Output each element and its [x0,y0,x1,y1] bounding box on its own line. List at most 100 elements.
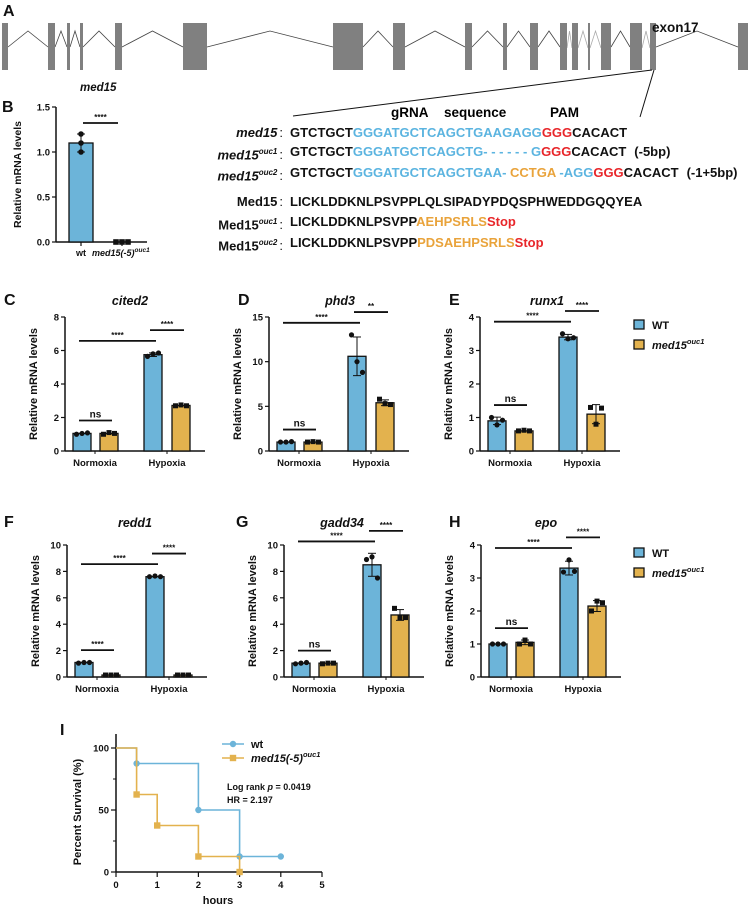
x-tick-label: Normoxia [73,458,118,469]
dna-row: GTCTGCTGGGATGCTCAGCTGAA- CCTGA -AGGGGGCA… [290,165,737,181]
legend-label: WT [652,320,669,332]
data-point [522,637,528,643]
intron-line [577,29,589,49]
sequence-segment: GTCTGCT [290,144,353,159]
data-point [150,351,156,357]
data-point [559,331,566,337]
data-point [84,430,91,436]
intron-line [589,29,602,49]
exon [48,23,55,70]
significance-label: **** [527,538,540,547]
sequence-segment: GGG [541,144,572,159]
sequence-segment: GGGATGCTCAGCTG- - - - - - G [352,144,542,159]
data-point [374,575,381,581]
bar-wt [559,567,579,678]
data-point [570,335,577,341]
data-point [599,405,604,411]
significance-label: **** [94,113,107,122]
x-axis-label: hours [203,895,234,907]
legend-label: WT [652,548,669,560]
data-point [325,660,331,666]
chart-h: epo 0 1 2 3 4 Relative mRNA levels Normoxia Hypo… [444,516,704,695]
data-point [292,661,299,667]
exon [2,23,8,70]
sequence-segment: AEHPSRLS [416,214,487,229]
data-point [78,149,84,155]
exon [572,23,578,70]
grna-header: gRNA [391,105,429,120]
survival-marker [154,822,161,829]
chart-e: runx1 0 1 2 3 4 Relative mRNA levels Normoxia Hy… [443,294,704,469]
data-point [113,239,119,245]
intron-line [121,30,184,48]
legend-name: med15 [652,340,688,352]
chart-title: phd3 [324,294,355,308]
data-point [489,641,496,647]
protein-row-label: Med15ouc2: [150,235,283,254]
data-point [397,615,403,621]
legend-name: med15 [652,568,688,580]
sequence-segment: CACACT [572,125,628,140]
data-point [114,672,119,678]
x-tick-label: Normoxia [75,684,120,695]
x-tick-label: Hypoxia [151,684,189,695]
mutation-size: (-1+5bp) [686,165,738,180]
panel-letter-c: C [4,292,16,309]
significance-label: ** [368,302,375,311]
legend-item-wt: wt [222,739,264,751]
y-tick-label: 0.0 [37,238,50,249]
pam-header: PAM [550,105,579,120]
y-tick-label: 0 [273,673,278,684]
bar-mutant [390,614,410,678]
y-axis-label: Relative mRNA levels [30,555,42,667]
significance-label: ns [309,640,321,651]
legend-label: med15(-5)ouc1 [251,750,320,765]
protein-row: LICKLDDKNLPSVPPLQLSIPADYPDQSPHWEDDGQQYEA [290,194,642,210]
y-tick-label: 1.0 [37,148,50,159]
data-point [600,600,605,606]
y-tick-label: 1 [470,640,476,651]
x-tick-label: Hypoxia [564,458,602,469]
x-tick-label: wt [75,248,86,258]
bar-wt [558,336,578,452]
legend-item-mutant: med15ouc1 [633,337,704,352]
row-label-name: med15 [236,125,278,140]
survival-marker [195,853,202,860]
exon [560,23,567,70]
intron-line [54,29,68,48]
intron-line [206,30,334,48]
data-point [75,660,82,666]
panel-letter-i: I [60,722,64,739]
data-point [560,569,567,575]
y-axis-label: Relative mRNA levels [247,555,259,667]
y-tick-label: 4 [56,620,62,631]
sequence-segment: CCTGA [510,165,556,180]
bar-wt [143,354,163,452]
y-tick-label: 8 [54,313,59,324]
data-point [354,359,360,365]
y-tick-label: 2 [470,607,475,618]
data-point [112,430,117,436]
protein-row-label: Med15: [150,194,283,210]
data-point [316,439,321,445]
significance-label: **** [163,544,176,553]
y-tick-label: 50 [98,806,109,817]
data-point [173,403,178,409]
legend-label: med15ouc1 [652,337,704,352]
legend-name: med15(-5) [251,753,303,765]
data-point [81,659,87,666]
panel-letter-e: E [449,292,460,309]
panel-letter-d: D [238,292,250,309]
x-tick-label: 0 [113,880,118,891]
bar-mutant [375,402,395,452]
sequence-segment: LICKLDDKNLPSVPP [290,235,418,250]
x-tick-label: Normoxia [277,458,322,469]
significance-label: **** [576,301,589,310]
legend-superscript: ouc1 [687,565,705,574]
data-point [320,661,325,667]
exon [183,23,207,70]
dna-row-label: med15ouc2: [150,165,284,184]
row-label-superscript: ouc2 [258,168,278,177]
